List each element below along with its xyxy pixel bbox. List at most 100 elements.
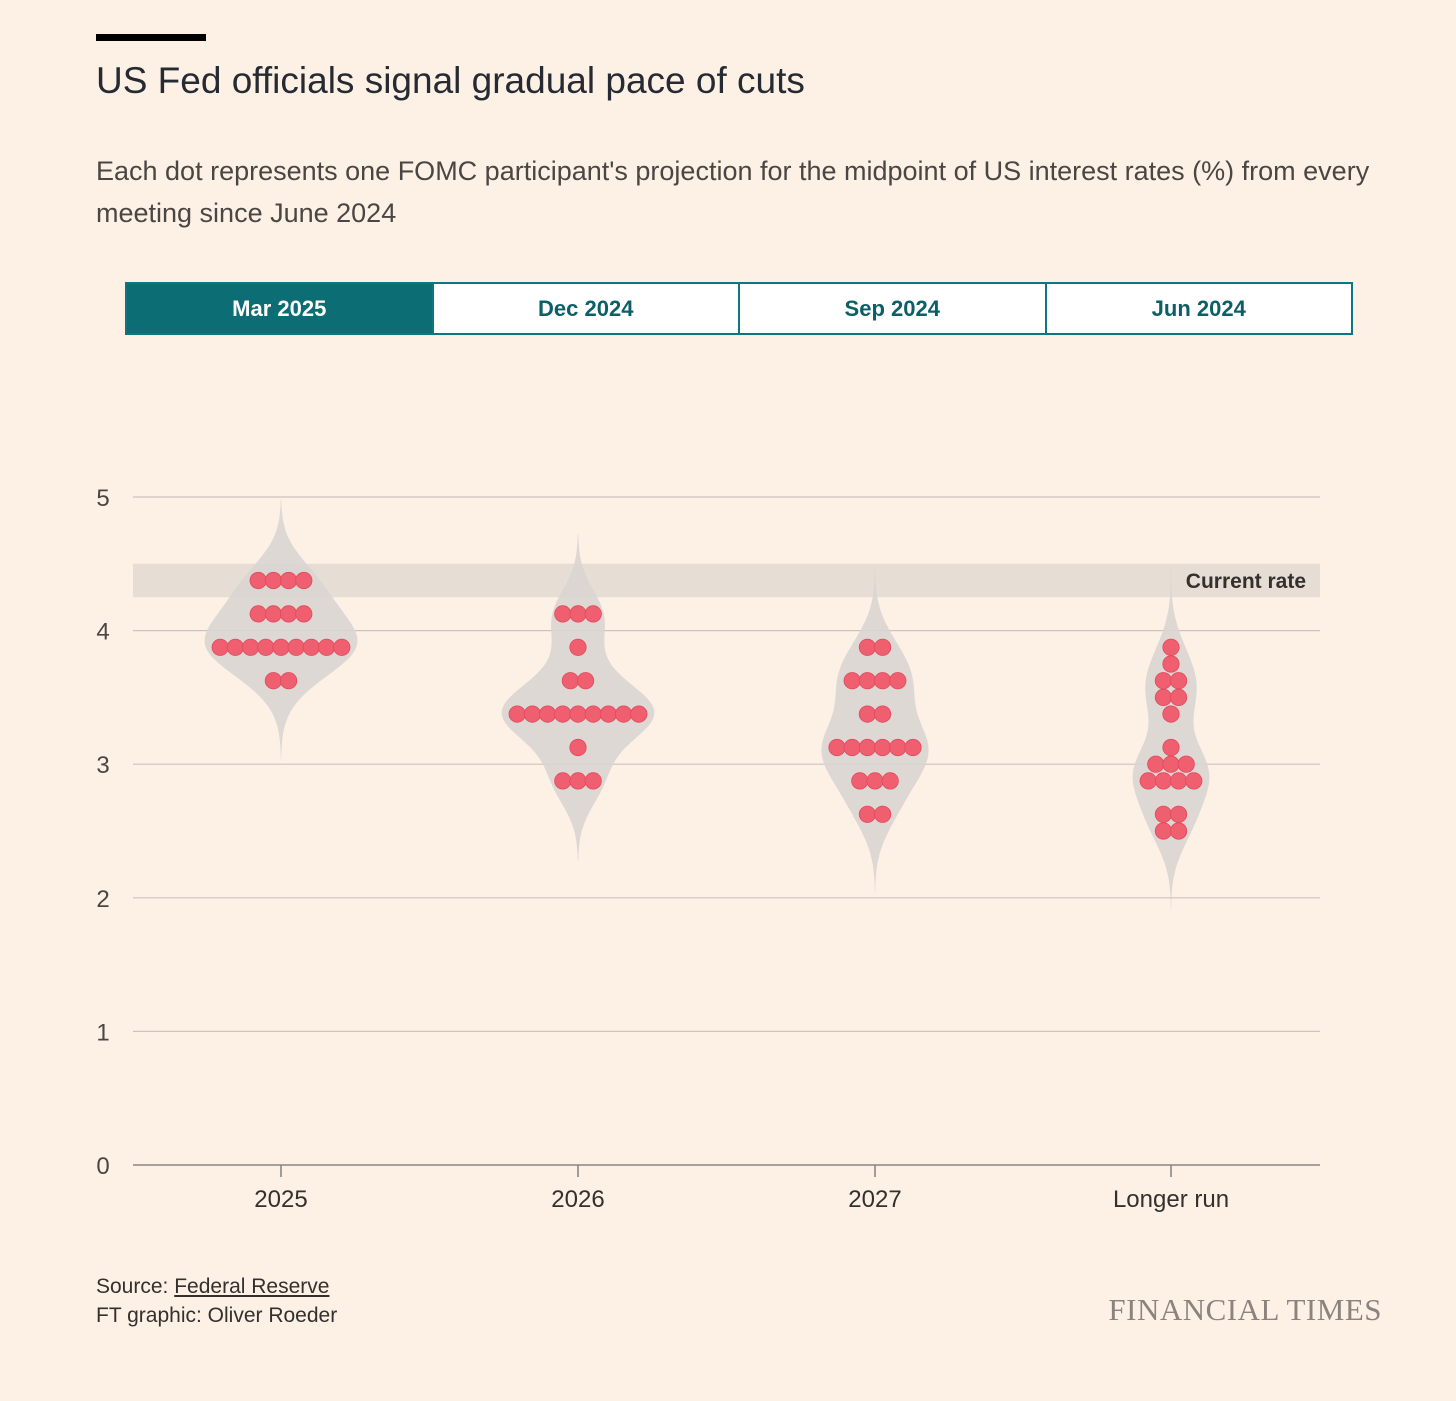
footer: Source: Federal Reserve FT graphic: Oliv… xyxy=(96,1272,337,1330)
projection-dot xyxy=(264,605,282,623)
projection-dot xyxy=(333,638,351,656)
projection-dot xyxy=(1139,772,1157,790)
projection-dot xyxy=(538,705,557,723)
projection-dot xyxy=(858,738,877,757)
projection-dot xyxy=(1170,688,1188,707)
y-tick-label: 2 xyxy=(96,886,109,913)
projection-dot xyxy=(1162,705,1180,723)
projection-dot xyxy=(851,772,869,790)
projection-dot xyxy=(317,638,336,656)
projection-dot xyxy=(554,605,572,623)
meeting-tabs: Mar 2025 Dec 2024 Sep 2024 Jun 2024 xyxy=(125,282,1353,335)
x-tick-label: Longer run xyxy=(1113,1186,1229,1213)
projection-dot xyxy=(1170,672,1188,690)
projection-dot xyxy=(1185,772,1203,790)
projection-dot xyxy=(843,738,861,757)
projection-dot xyxy=(1154,772,1173,790)
projection-dot xyxy=(866,772,884,790)
projection-dot xyxy=(1154,688,1173,707)
projection-dot xyxy=(211,638,229,656)
projection-dot xyxy=(569,638,587,656)
current-rate-label: Current rate xyxy=(1186,570,1306,593)
ft-logo: FINANCIAL TIMES xyxy=(1108,1292,1382,1327)
projection-dot xyxy=(858,672,877,690)
projection-dot xyxy=(508,705,526,723)
projection-dot xyxy=(264,571,282,590)
projection-dot xyxy=(569,772,587,790)
projection-dot xyxy=(904,738,922,757)
projection-dot xyxy=(554,772,572,790)
violin-shape xyxy=(501,533,655,862)
projection-dot xyxy=(576,672,595,690)
projection-dot xyxy=(584,705,602,723)
chart-subtitle: Each dot represents one FOMC participant… xyxy=(96,156,1370,228)
projection-dot xyxy=(249,571,267,590)
projection-dot xyxy=(584,605,602,623)
y-tick-label: 4 xyxy=(96,619,109,646)
projection-dot xyxy=(1162,755,1180,773)
projection-dot xyxy=(1154,672,1173,690)
projection-dot xyxy=(554,705,572,723)
projection-dot xyxy=(873,672,892,690)
chart-title: US Fed officials signal gradual pace of … xyxy=(96,60,805,101)
projection-dot xyxy=(858,638,877,656)
projection-dot xyxy=(1170,822,1188,840)
violin-shape xyxy=(204,500,358,761)
projection-dot xyxy=(242,638,260,656)
projection-dot xyxy=(630,705,648,723)
projection-dot xyxy=(873,805,892,823)
projection-dot xyxy=(881,772,899,790)
projection-dot xyxy=(523,705,542,723)
projection-dot xyxy=(1162,655,1180,673)
projection-dot xyxy=(889,738,907,757)
projection-dot xyxy=(295,605,313,623)
projection-dot xyxy=(584,772,602,790)
projection-dot xyxy=(1177,755,1195,773)
top-rule xyxy=(96,34,206,41)
projection-dot xyxy=(1162,738,1180,757)
projection-dot xyxy=(295,571,313,590)
tab-jun-2024[interactable]: Jun 2024 xyxy=(1044,284,1352,333)
projection-dot xyxy=(889,672,907,690)
projection-dot xyxy=(614,705,633,723)
tab-mar-2025[interactable]: Mar 2025 xyxy=(127,284,432,333)
graphic-credit: FT graphic: Oliver Roeder xyxy=(96,1304,338,1327)
projection-dot xyxy=(858,705,877,723)
projection-dot xyxy=(873,738,892,757)
projection-dot xyxy=(279,571,298,590)
y-tick-label: 1 xyxy=(96,1019,109,1046)
projection-dot xyxy=(561,672,580,690)
current-rate-band xyxy=(133,563,1320,598)
projection-dot xyxy=(828,738,846,757)
y-tick-label: 5 xyxy=(96,485,109,512)
projection-dot xyxy=(1162,638,1180,656)
projection-dot xyxy=(287,638,305,656)
projection-dot xyxy=(569,705,587,723)
projection-dot xyxy=(272,638,290,656)
x-tick-label: 2025 xyxy=(254,1186,307,1213)
projection-dot xyxy=(843,672,861,690)
projection-dot xyxy=(599,705,618,723)
violin-shape xyxy=(821,567,929,895)
projection-dot xyxy=(1154,822,1173,840)
projection-dot xyxy=(1147,755,1165,773)
source-link[interactable]: Federal Reserve xyxy=(174,1275,330,1298)
projection-dot xyxy=(257,638,275,656)
projection-dot xyxy=(858,805,877,823)
y-tick-label: 0 xyxy=(96,1153,109,1180)
projection-dot xyxy=(1170,772,1188,790)
source-line: Source: Federal Reserve xyxy=(96,1272,337,1301)
projection-dot xyxy=(226,638,244,656)
x-tick-label: 2026 xyxy=(551,1186,604,1213)
tab-dec-2024[interactable]: Dec 2024 xyxy=(431,284,739,333)
projection-dot xyxy=(249,605,267,623)
source-prefix: Source: xyxy=(96,1275,175,1298)
projection-dot xyxy=(264,672,282,690)
tab-sep-2024[interactable]: Sep 2024 xyxy=(738,284,1045,333)
x-tick-label: 2027 xyxy=(848,1186,901,1213)
projection-dot xyxy=(1154,805,1173,823)
projection-dot xyxy=(569,738,587,757)
projection-dot xyxy=(1170,805,1188,823)
projection-dot xyxy=(873,638,892,656)
